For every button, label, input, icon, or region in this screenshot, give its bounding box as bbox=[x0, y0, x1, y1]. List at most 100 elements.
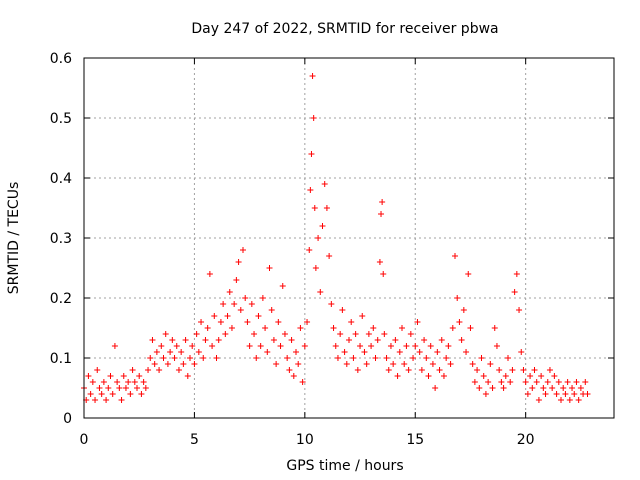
data-point bbox=[418, 367, 425, 373]
data-point bbox=[516, 307, 523, 313]
y-tick-label: 0 bbox=[63, 411, 72, 427]
data-point bbox=[242, 295, 249, 301]
data-point bbox=[487, 361, 494, 367]
data-point bbox=[92, 397, 99, 403]
data-point bbox=[140, 379, 147, 385]
data-point bbox=[476, 385, 483, 391]
data-point bbox=[281, 331, 288, 337]
data-point bbox=[445, 343, 452, 349]
data-point bbox=[452, 253, 458, 259]
data-point bbox=[544, 379, 551, 385]
data-point bbox=[224, 313, 231, 319]
data-point bbox=[447, 361, 454, 367]
data-point bbox=[348, 319, 355, 325]
data-point bbox=[485, 379, 492, 385]
data-point bbox=[421, 337, 428, 343]
data-point bbox=[577, 385, 584, 391]
data-point bbox=[500, 385, 507, 391]
data-point bbox=[401, 361, 408, 367]
data-point bbox=[571, 391, 578, 397]
data-point bbox=[206, 271, 213, 277]
data-point bbox=[460, 307, 467, 313]
data-point bbox=[339, 307, 346, 313]
data-point bbox=[116, 385, 123, 391]
data-point bbox=[365, 331, 372, 337]
data-point bbox=[326, 253, 333, 259]
data-point bbox=[131, 379, 138, 385]
data-point bbox=[175, 367, 182, 373]
data-point bbox=[127, 391, 134, 397]
data-point bbox=[246, 343, 253, 349]
data-point bbox=[374, 337, 381, 343]
data-point bbox=[535, 397, 542, 403]
data-point bbox=[546, 367, 553, 373]
data-point bbox=[352, 331, 359, 337]
data-point bbox=[379, 199, 386, 205]
data-point bbox=[284, 355, 291, 361]
data-point bbox=[555, 379, 562, 385]
data-point bbox=[147, 355, 154, 361]
data-point bbox=[244, 319, 251, 325]
data-point bbox=[346, 337, 352, 343]
data-point bbox=[109, 391, 116, 397]
data-point bbox=[237, 307, 244, 313]
data-point bbox=[370, 325, 377, 331]
data-point bbox=[474, 367, 481, 373]
data-point bbox=[233, 277, 240, 283]
data-point bbox=[471, 379, 478, 385]
data-point bbox=[122, 385, 129, 391]
data-point bbox=[213, 355, 220, 361]
data-point bbox=[387, 343, 394, 349]
data-point bbox=[527, 373, 534, 379]
data-point bbox=[412, 343, 419, 349]
data-point bbox=[98, 391, 105, 397]
data-point bbox=[328, 301, 335, 307]
data-point bbox=[531, 367, 538, 373]
data-point bbox=[376, 259, 383, 265]
data-point bbox=[549, 385, 556, 391]
x-tick-label: 5 bbox=[190, 432, 199, 448]
data-point bbox=[307, 187, 314, 193]
data-point bbox=[390, 361, 397, 367]
data-point bbox=[187, 355, 193, 361]
data-point bbox=[449, 325, 456, 331]
data-point bbox=[253, 355, 260, 361]
data-point bbox=[288, 337, 295, 343]
data-point bbox=[279, 283, 286, 289]
data-point bbox=[513, 271, 520, 277]
data-point bbox=[399, 325, 405, 331]
data-point bbox=[436, 367, 443, 373]
data-points bbox=[81, 73, 591, 403]
data-point bbox=[202, 337, 209, 343]
data-point bbox=[231, 301, 238, 307]
x-axis-label: GPS time / hours bbox=[286, 458, 403, 474]
data-point bbox=[354, 367, 361, 373]
data-point bbox=[368, 343, 375, 349]
data-point bbox=[337, 331, 344, 337]
data-point bbox=[149, 337, 156, 343]
data-point bbox=[189, 343, 196, 349]
data-point bbox=[293, 349, 299, 355]
data-point bbox=[209, 343, 216, 349]
data-point bbox=[299, 379, 306, 385]
data-point bbox=[363, 361, 370, 367]
data-point bbox=[542, 391, 549, 397]
data-point bbox=[502, 373, 509, 379]
data-point bbox=[255, 313, 262, 319]
data-point bbox=[410, 355, 417, 361]
data-point bbox=[275, 319, 282, 325]
data-point bbox=[429, 361, 436, 367]
data-point bbox=[138, 391, 145, 397]
data-point bbox=[105, 385, 112, 391]
data-point bbox=[220, 301, 227, 307]
data-point bbox=[330, 325, 337, 331]
data-point bbox=[575, 397, 582, 403]
data-point bbox=[136, 373, 143, 379]
data-point bbox=[496, 367, 503, 373]
data-point bbox=[438, 337, 445, 343]
data-point bbox=[286, 367, 293, 373]
data-point bbox=[295, 361, 302, 367]
data-point bbox=[315, 235, 322, 241]
data-point bbox=[87, 391, 94, 397]
data-point bbox=[164, 361, 171, 367]
